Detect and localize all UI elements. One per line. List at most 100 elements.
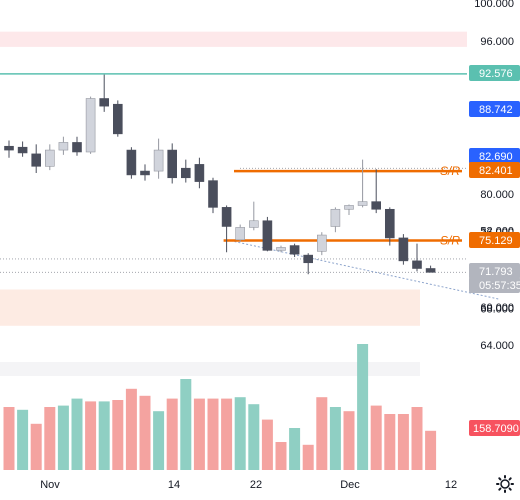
candle-body (4, 145, 14, 151)
candle-body (113, 103, 123, 135)
candle-body (194, 164, 205, 182)
price-tag-bg (469, 263, 520, 279)
time-axis-tick: 14 (168, 479, 180, 491)
price-tag-bg (469, 232, 520, 248)
price-axis-tick: 64.000 (480, 340, 514, 352)
drawn-lines (0, 73, 499, 300)
zone-pink (0, 31, 467, 47)
volume-bar (57, 405, 69, 470)
price-tag-label: 75.129 (479, 235, 513, 247)
candle-body (44, 149, 55, 167)
candle-body (398, 237, 409, 262)
volume-bar (207, 398, 219, 470)
volume-bar (112, 400, 124, 470)
volume-bar (85, 401, 97, 470)
candle-body (303, 254, 314, 264)
candle-body (262, 220, 273, 251)
candle-body (167, 149, 177, 179)
candle-body (85, 98, 96, 153)
time-axis-tick: Dec (340, 479, 360, 491)
candle-body (99, 98, 109, 107)
volume-bar (248, 404, 260, 470)
price-tag-bg (469, 101, 520, 117)
volume-bar (289, 428, 301, 470)
volume-bar (275, 442, 287, 470)
candle-body (58, 142, 69, 151)
volume-bar (234, 397, 246, 470)
volume-bar (30, 423, 42, 470)
volume-bar (221, 398, 233, 470)
price-axis-tick: 60.000 (480, 302, 514, 314)
volume-bar (302, 444, 314, 470)
volume-bar (44, 407, 56, 470)
volume-bar (17, 409, 29, 470)
price-tag-label: 05:57:35 (479, 280, 520, 292)
price-axis-tick: 96.000 (480, 36, 514, 48)
candle-body (412, 260, 422, 269)
volume-bar (316, 397, 328, 470)
price-tag-label: 88.742 (479, 104, 513, 116)
volume-bar (261, 419, 273, 470)
price-axis-tick: 80.000 (480, 189, 514, 201)
price-tag-bg (469, 65, 520, 81)
volume-bar (98, 401, 110, 470)
candle-body (330, 208, 341, 227)
highlight-zones (0, 31, 467, 376)
candle-body (72, 142, 82, 153)
price-axis-tick: 100.000 (474, 0, 514, 10)
volume-bar (166, 398, 178, 470)
price-axis-tick: 68.000 (480, 304, 514, 316)
candle-body (371, 201, 382, 210)
price-tag-bg (469, 162, 520, 178)
volume-tag-bg (469, 420, 520, 436)
volume-bar (125, 388, 137, 470)
volume-bar (3, 407, 15, 470)
volume-bar (357, 344, 369, 470)
volume-bar (180, 379, 192, 470)
volume-bar (139, 395, 151, 470)
price-tag-label: 82.401 (479, 165, 513, 177)
sr-label: S/R (440, 234, 460, 248)
candle-body (208, 180, 218, 208)
candle-body (221, 207, 232, 227)
candle-body (235, 227, 245, 241)
zone-peach (0, 289, 420, 326)
volume-bar (193, 398, 205, 470)
volume-bar (397, 414, 409, 470)
time-axis[interactable]: Nov 14 22 Dec 12 (40, 479, 457, 491)
candle-body (357, 201, 368, 206)
gear-icon[interactable] (496, 475, 514, 493)
price-tag-bg (469, 148, 520, 164)
volume-bar (71, 398, 83, 470)
candle-body (384, 208, 395, 239)
volume-tag-label: 158.7090 (473, 423, 519, 435)
volume-zone (0, 362, 420, 376)
time-axis-tick: 22 (250, 479, 262, 491)
candle-body (140, 170, 150, 176)
candle-body (17, 146, 28, 154)
candle-body (126, 149, 137, 176)
candle-body (276, 247, 286, 251)
price-tag-label: 71.793 (479, 266, 513, 278)
volume-bar (343, 411, 355, 470)
volume-bars (3, 344, 437, 470)
candle-body (316, 234, 327, 252)
price-tag-label: 82.690 (479, 151, 513, 163)
price-tag-label: 92.576 (479, 68, 513, 80)
sr-label: S/R (440, 164, 460, 178)
sr-labels: S/R S/R (440, 164, 460, 247)
volume-bar (370, 405, 382, 470)
volume-bar (411, 407, 423, 470)
price-tags: 92.576 88.742 82.690 82.401 75.129 71.793 05:5… (469, 65, 520, 436)
price-candles (4, 74, 436, 275)
candle-body (344, 205, 354, 210)
candle-body (31, 153, 42, 167)
candle-body (153, 149, 164, 172)
candle-body (249, 220, 259, 228)
volume-bar (153, 411, 165, 470)
time-axis-tick: 12 (445, 479, 457, 491)
time-axis-tick: Nov (40, 479, 60, 491)
volume-bar (384, 414, 396, 470)
candle-body (289, 245, 300, 255)
